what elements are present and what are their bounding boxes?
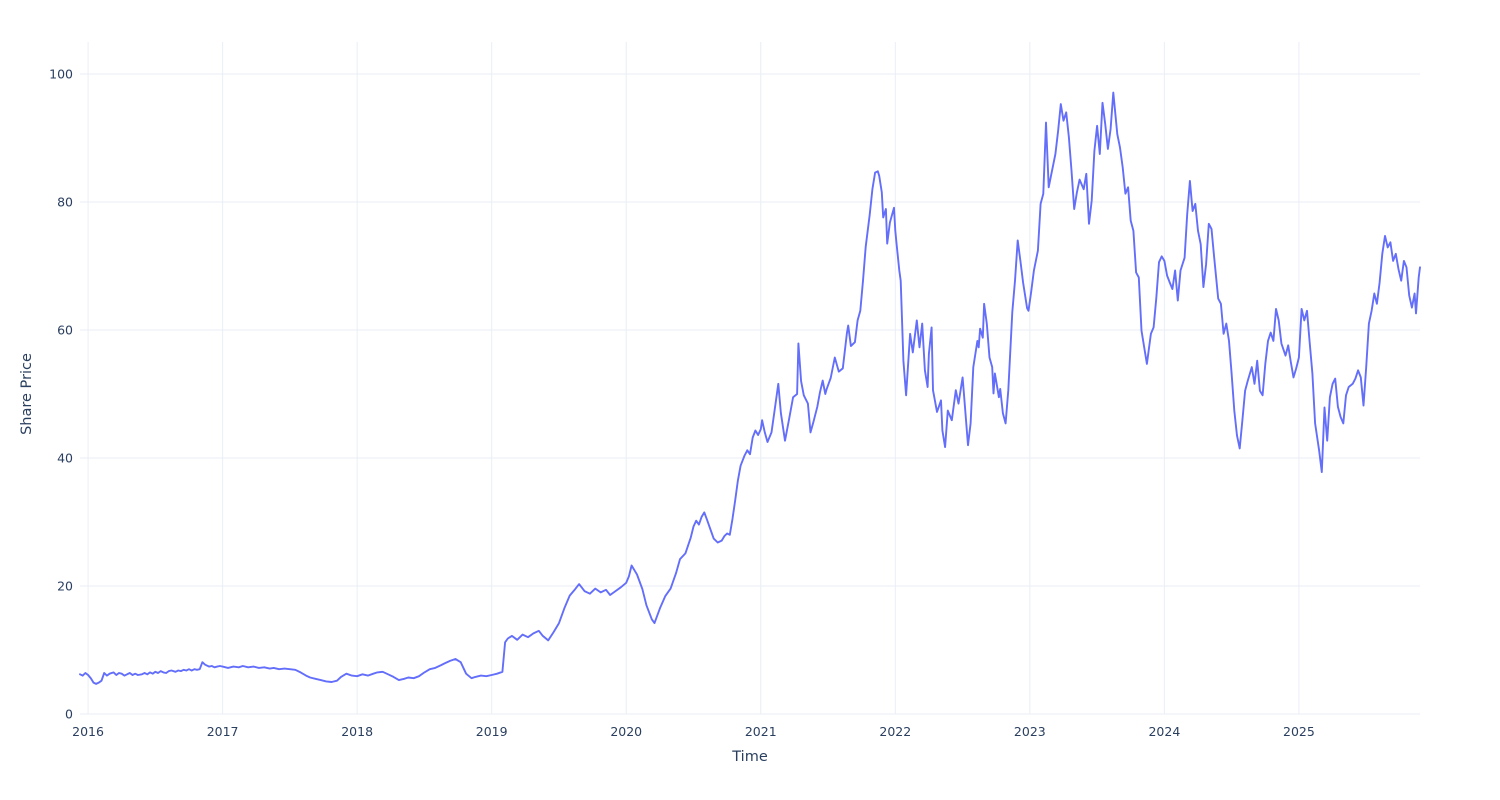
x-tick-label-2024: 2024 bbox=[1148, 724, 1180, 739]
y-tick-label-0: 0 bbox=[65, 707, 73, 722]
x-tick-label-2016: 2016 bbox=[72, 724, 104, 739]
y-tick-label-40: 40 bbox=[57, 451, 73, 466]
y-axis-title: Share Price bbox=[19, 353, 35, 435]
x-tick-label-2023: 2023 bbox=[1014, 724, 1046, 739]
tick-layer: 0 20 40 60 80 100 2016 2017 2018 2019 2020 2021 2022… bbox=[49, 67, 1315, 740]
x-tick-label-2020: 2020 bbox=[610, 724, 642, 739]
x-tick-label-2018: 2018 bbox=[341, 724, 373, 739]
y-tick-label-20: 20 bbox=[57, 579, 73, 594]
x-tick-label-2022: 2022 bbox=[879, 724, 911, 739]
x-tick-label-2021: 2021 bbox=[745, 724, 777, 739]
y-tick-label-60: 60 bbox=[57, 323, 73, 338]
x-tick-label-2019: 2019 bbox=[476, 724, 508, 739]
y-tick-label-100: 100 bbox=[49, 67, 73, 82]
grid-layer bbox=[80, 42, 1420, 715]
y-tick-label-80: 80 bbox=[57, 195, 73, 210]
x-axis-title: Time bbox=[731, 749, 768, 765]
x-tick-label-2025: 2025 bbox=[1283, 724, 1315, 739]
x-tick-label-2017: 2017 bbox=[207, 724, 239, 739]
price-line-series-0 bbox=[79, 91, 1421, 685]
series-layer bbox=[79, 91, 1421, 685]
